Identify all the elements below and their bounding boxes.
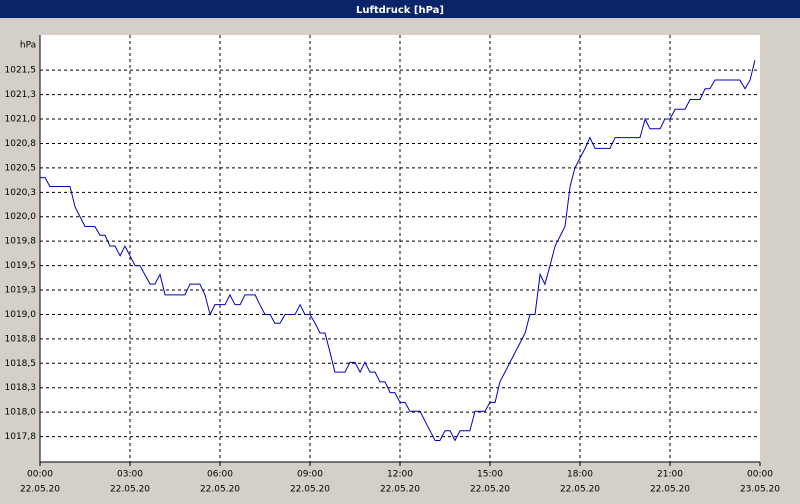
x-tick-label: 09:00	[297, 470, 323, 480]
y-tick-label: 1021,3	[5, 90, 37, 100]
title-bar	[0, 0, 800, 18]
x-tick-date: 22.05.20	[20, 485, 60, 495]
y-tick-label: 1020,3	[5, 188, 37, 198]
x-tick-label: 00:00	[747, 470, 773, 480]
y-tick-label: 1019,8	[5, 237, 37, 247]
x-tick-label: 21:00	[657, 470, 683, 480]
y-tick-label: 1021,5	[5, 66, 37, 76]
x-tick-label: 18:00	[567, 470, 593, 480]
x-tick-date: 22.05.20	[650, 485, 690, 495]
y-tick-label: 1018,0	[5, 408, 37, 418]
y-tick-label: 1019,0	[5, 310, 37, 320]
y-tick-label: 1018,8	[5, 334, 37, 344]
y-axis-label: hPa	[20, 41, 36, 51]
y-tick-label: 1020,0	[5, 212, 37, 222]
x-tick-date: 22.05.20	[380, 485, 420, 495]
y-tick-label: 1018,5	[5, 359, 37, 369]
y-tick-label: 1019,5	[5, 261, 37, 271]
x-tick-date: 22.05.20	[200, 485, 240, 495]
x-tick-label: 03:00	[117, 470, 143, 480]
y-tick-label: 1020,5	[5, 163, 37, 173]
x-tick-label: 00:00	[27, 470, 53, 480]
x-tick-date: 22.05.20	[470, 485, 510, 495]
x-tick-label: 06:00	[207, 470, 233, 480]
y-tick-label: 1020,8	[5, 139, 37, 149]
y-tick-label: 1017,8	[5, 432, 37, 442]
x-tick-date: 22.05.20	[110, 485, 150, 495]
y-tick-label: 1021,0	[5, 115, 37, 125]
x-tick-label: 15:00	[477, 470, 503, 480]
x-tick-date: 22.05.20	[560, 485, 600, 495]
data-line	[40, 60, 756, 442]
y-tick-label: 1018,3	[5, 383, 37, 393]
y-tick-label: 1019,3	[5, 286, 37, 296]
x-tick-date: 22.05.20	[290, 485, 330, 495]
chart-title: Luftdruck [hPa]	[356, 5, 444, 16]
x-tick-date: 23.05.20	[740, 485, 780, 495]
x-tick-label: 12:00	[387, 470, 413, 480]
